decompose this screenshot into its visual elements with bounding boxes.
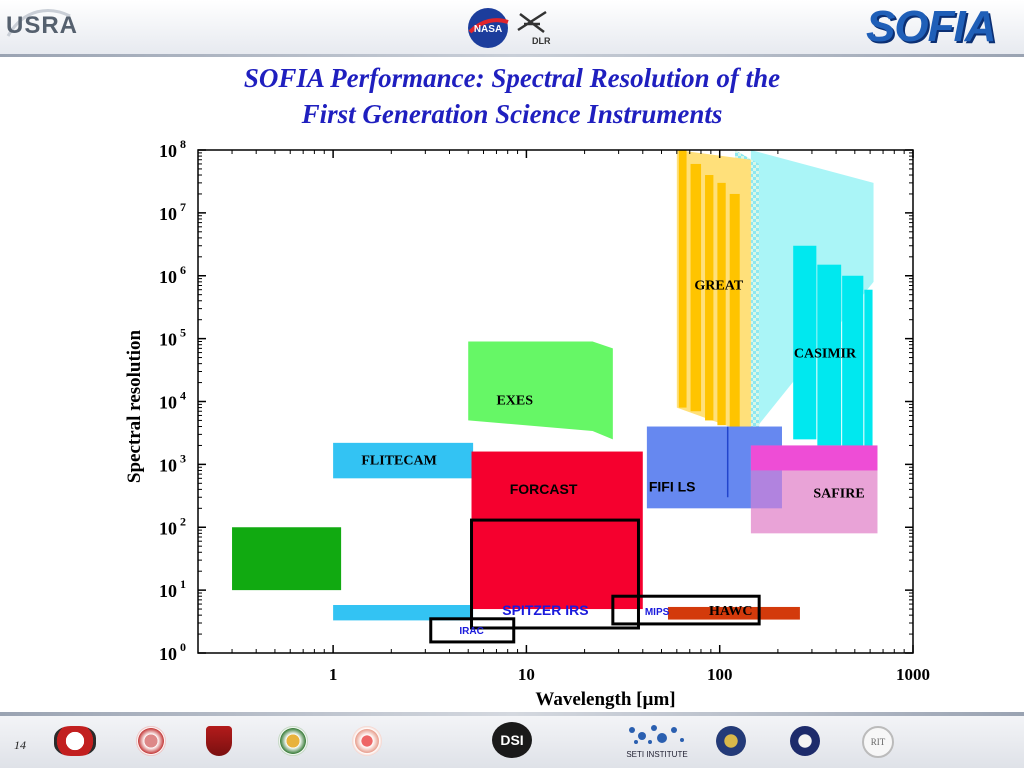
page-title: SOFIA Performance: Spectral Resolution o…: [0, 60, 1024, 132]
page-number: 14: [14, 738, 26, 752]
forcast-region: [471, 451, 643, 610]
college-seal-logo: [352, 726, 382, 756]
svg-text:NASA: NASA: [474, 24, 502, 35]
great-strip-5: [729, 193, 740, 431]
y-tick-label: 10: [159, 393, 177, 413]
header-bar: [0, 0, 1024, 56]
hawc-region: [667, 606, 800, 620]
safire-label: SAFIRE: [813, 486, 864, 501]
great-label: GREAT: [694, 279, 743, 294]
y-tick-exponent: 4: [180, 389, 186, 403]
spitzer-irs-label: SPITZER IRS: [502, 602, 588, 618]
university-seal-logo: [278, 726, 308, 756]
rit-logo: RIT: [862, 726, 894, 758]
casimir-label: CASIMIR: [794, 347, 857, 362]
x-axis-label: Wavelength [µm]: [535, 689, 675, 710]
x-tick-label: 1000: [896, 665, 930, 684]
title-line-1: SOFIA Performance: Spectral Resolution o…: [243, 63, 781, 93]
casimir-strip-1: [793, 245, 817, 440]
fifi-ls-label: FIFI LS: [649, 479, 696, 495]
y-tick-label: 10: [159, 644, 177, 664]
casimir-strip-3: [842, 275, 864, 454]
y-tick-exponent: 2: [180, 514, 186, 528]
fifi-safire-overlap: [750, 470, 782, 509]
exes-region: [468, 341, 613, 440]
irac-label: IRAC: [459, 626, 483, 637]
y-tick-label: 10: [159, 455, 177, 475]
footer-divider: [0, 712, 1024, 716]
x-tick-label: 1: [329, 665, 338, 684]
flitecam-label: FLITECAM: [361, 453, 436, 468]
irac-box: [429, 617, 516, 644]
mips-box: [611, 594, 761, 626]
x-tick-label: 10: [518, 665, 535, 684]
y-tick-exponent: 1: [180, 577, 186, 591]
y-tick-label: 10: [159, 267, 177, 287]
x-tick-label: 100: [707, 665, 733, 684]
dlr-label: DLR: [532, 36, 551, 46]
hawc-label: HAWC: [709, 604, 753, 619]
exes-label: EXES: [496, 393, 533, 408]
y-tick-exponent: 5: [180, 326, 186, 340]
sofia-logo: SOFIA: [866, 2, 996, 51]
safire-magenta-band: [750, 445, 878, 471]
cornell-seal-logo: [136, 726, 166, 756]
great-strip-3: [705, 175, 714, 421]
seti-logo: SETI INSTITUTE: [624, 722, 690, 762]
flitecam-region: [333, 442, 474, 479]
casimir-strip-4: [864, 289, 873, 460]
y-tick-exponent: 7: [180, 200, 186, 214]
y-tick-label: 10: [159, 141, 177, 161]
dsi-logo: DSI: [492, 722, 532, 758]
forcast-label: FORCAST: [510, 481, 578, 497]
y-tick-label: 10: [159, 330, 177, 350]
y-tick-label: 10: [159, 204, 177, 224]
seti-dots-icon: [629, 725, 684, 744]
y-tick-label: 10: [159, 581, 177, 601]
dlr-logo-icon: [517, 10, 547, 33]
spitzer-irs-box: [470, 518, 640, 630]
university-shield-logo: [206, 726, 232, 756]
hipo-region: [232, 527, 342, 591]
great-strip-1: [678, 150, 687, 408]
lowell-observatory-logo: [54, 726, 96, 756]
university-medallion-logo: [716, 726, 746, 756]
y-tick-exponent: 6: [180, 263, 186, 277]
flitecam-low-region: [333, 604, 474, 621]
spectral-resolution-chart: 10 010 110 210 310 410 510 610 710 81 10 100 1000Wav…: [124, 137, 930, 710]
nasa-logo-icon: NASA: [468, 8, 509, 48]
hipo-label: HIPO: [245, 589, 281, 604]
great-strip-2: [690, 163, 702, 412]
university-seal-logo-2: [790, 726, 820, 756]
y-tick-exponent: 0: [180, 640, 186, 654]
y-axis-label: Spectral resolution: [124, 329, 145, 483]
usra-logo: USRA: [6, 12, 79, 39]
great-strip-4: [717, 182, 726, 426]
seti-label: SETI INSTITUTE: [626, 750, 688, 759]
header-divider: [0, 54, 1024, 57]
mips-label: MIPS: [645, 607, 670, 618]
usra-swoosh-icon: [6, 9, 71, 37]
y-tick-label: 10: [159, 518, 177, 538]
y-tick-exponent: 8: [180, 137, 186, 151]
title-line-2: First Generation Science Instruments: [301, 99, 723, 129]
casimir-strip-2: [817, 264, 842, 446]
y-tick-exponent: 3: [180, 451, 186, 465]
